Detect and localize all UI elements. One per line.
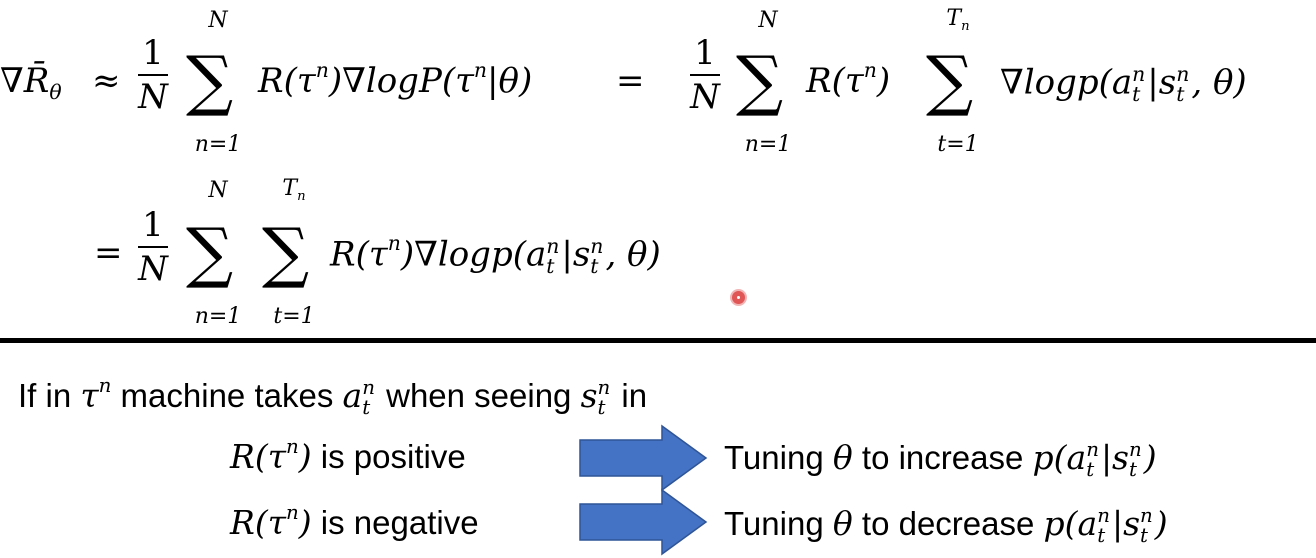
result-increase: Tuning θ to increase p(a n t |s n t) — [724, 437, 1157, 481]
sum-symbol-2: ∑ — [736, 42, 784, 119]
result-decrease: Tuning θ to decrease p(a n t |s n t) — [724, 503, 1168, 547]
sum-lower-limit: n=1 — [194, 132, 242, 157]
condition-negative: R(τn) is negative — [230, 501, 479, 542]
sum-upper-limit-3: N — [208, 178, 228, 203]
sum-upper-limit: N — [208, 8, 228, 33]
right-arrow-icon — [579, 424, 708, 492]
cursor-dot — [732, 291, 745, 304]
sum-symbol: ∑ — [186, 42, 234, 119]
sum-symbol-4: ∑ — [186, 214, 234, 291]
sum-t-upper-limit-2: Tn — [282, 176, 306, 204]
sum-symbol-5: ∑ — [262, 214, 310, 291]
section-divider — [0, 338, 1316, 343]
sum-lower-limit-2: n=1 — [744, 132, 792, 157]
equals-sign-2: = — [94, 233, 123, 273]
sum-lower-limit-3: n=1 — [194, 304, 242, 329]
right-arrow-icon-2 — [579, 488, 708, 556]
grad-log-policy: ∇logp(a n t |s n t, θ) — [1000, 62, 1247, 107]
sum-t-lower-limit: t=1 — [937, 132, 979, 157]
reward-grad-log-policy: R(τn)∇logp(a n t |s n t, θ) — [330, 231, 661, 279]
sum-t-lower-limit-2: t=1 — [273, 304, 315, 329]
sum-t-upper-limit: Tn — [946, 6, 970, 34]
sum-symbol-3: ∑ — [926, 42, 974, 119]
reward-term: R(τn) — [806, 57, 891, 101]
reward-times-grad-logP: R(τn)∇logP(τn|θ) — [258, 57, 533, 101]
condition-positive: R(τn) is positive — [230, 435, 466, 476]
gradient-reward: ∇R̄θ — [0, 61, 62, 105]
approx-sign: ≈ — [92, 61, 121, 101]
equals-sign: = — [616, 61, 645, 101]
sum-upper-limit-2: N — [758, 8, 778, 33]
